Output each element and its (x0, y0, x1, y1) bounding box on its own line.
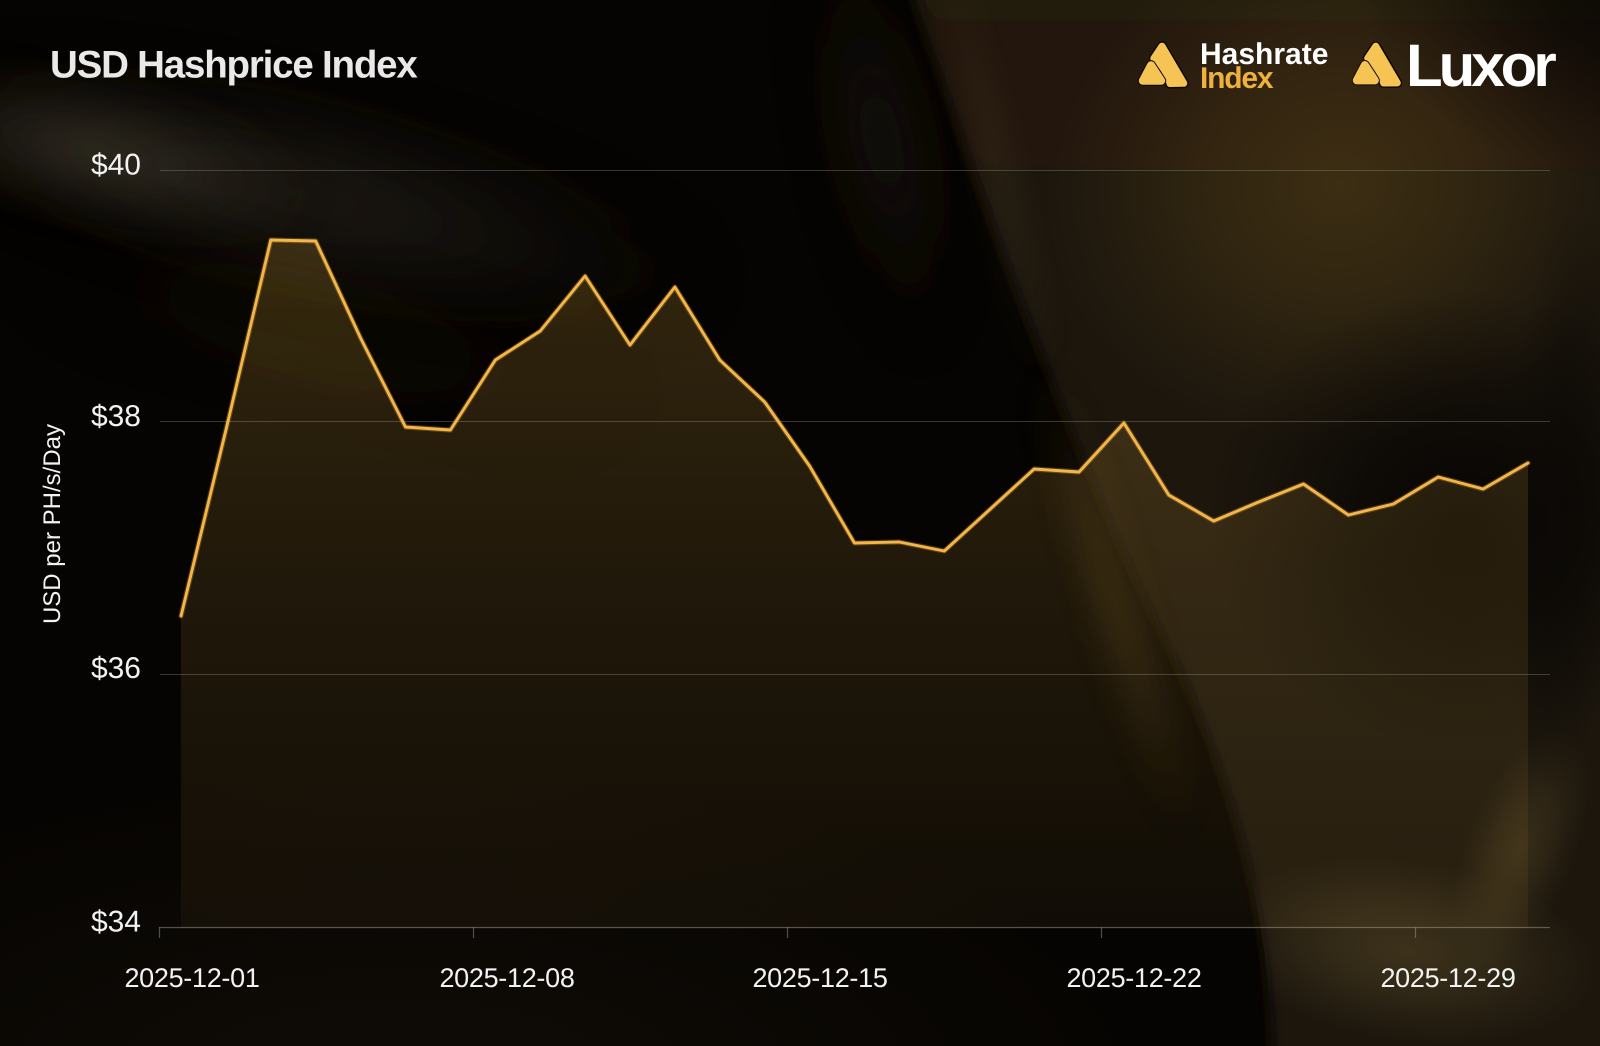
svg-text:2025-12-29: 2025-12-29 (1380, 963, 1515, 993)
svg-text:Index: Index (1200, 62, 1274, 95)
svg-text:2025-12-22: 2025-12-22 (1066, 963, 1201, 993)
svg-text:$38: $38 (91, 400, 141, 433)
svg-text:2025-12-01: 2025-12-01 (124, 963, 259, 993)
svg-text:USD Hashprice Index: USD Hashprice Index (50, 44, 418, 87)
svg-text:Luxor: Luxor (1406, 32, 1556, 99)
svg-text:Hashrate: Hashrate (1200, 38, 1328, 71)
svg-text:$36: $36 (91, 652, 141, 685)
svg-text:2025-12-15: 2025-12-15 (752, 963, 887, 993)
svg-text:$40: $40 (91, 149, 141, 182)
svg-text:USD per PH/s/Day: USD per PH/s/Day (39, 424, 66, 624)
svg-text:2025-12-08: 2025-12-08 (439, 963, 574, 993)
svg-text:$34: $34 (91, 906, 141, 939)
